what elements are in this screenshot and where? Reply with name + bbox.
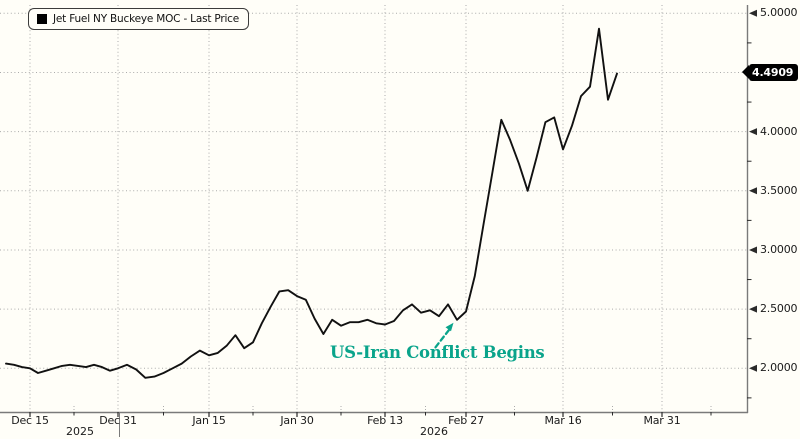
- x-axis-label: Dec 15: [11, 414, 49, 427]
- y-axis-label: 3.0000: [760, 242, 798, 256]
- x-axis-label: Dec 31: [99, 414, 137, 427]
- event-annotation-label: US-Iran Conflict Begins: [330, 343, 545, 362]
- last-price-badge: 4.4909: [742, 63, 799, 81]
- annotation-arrow-shaft: [434, 328, 451, 349]
- y-axis-label: 2.5000: [760, 302, 798, 316]
- y-major-tick: [749, 187, 757, 195]
- x-axis-label: Jan 15: [192, 414, 226, 427]
- y-axis-label: 5.0000: [760, 6, 798, 20]
- y-major-tick: [749, 364, 757, 372]
- y-axis-label: 3.5000: [760, 183, 798, 197]
- last-price-value: 4.4909: [749, 63, 799, 81]
- year-label: 2026: [420, 425, 448, 438]
- y-major-tick: [749, 128, 757, 136]
- legend-label: Jet Fuel NY Buckeye MOC - Last Price: [53, 13, 240, 25]
- x-axis-label: Mar 16: [544, 414, 582, 427]
- x-axis-label: Mar 31: [643, 414, 681, 427]
- price-line: [5, 27, 618, 379]
- x-axis-label: Feb 13: [367, 414, 403, 427]
- y-major-tick: [749, 305, 757, 313]
- annotation-arrow-head-icon: [445, 322, 454, 332]
- y-major-tick: [749, 9, 757, 17]
- y-major-tick: [749, 246, 757, 254]
- y-axis-label: 2.0000: [760, 361, 798, 375]
- y-axis-label: 4.0000: [760, 124, 798, 138]
- legend-swatch-icon: [37, 14, 47, 24]
- x-axis-label: Feb 27: [448, 414, 484, 427]
- legend[interactable]: Jet Fuel NY Buckeye MOC - Last Price: [28, 8, 250, 30]
- badge-pointer-icon: [742, 65, 749, 80]
- year-label: 2025: [66, 425, 94, 438]
- x-axis-label: Jan 30: [280, 414, 314, 427]
